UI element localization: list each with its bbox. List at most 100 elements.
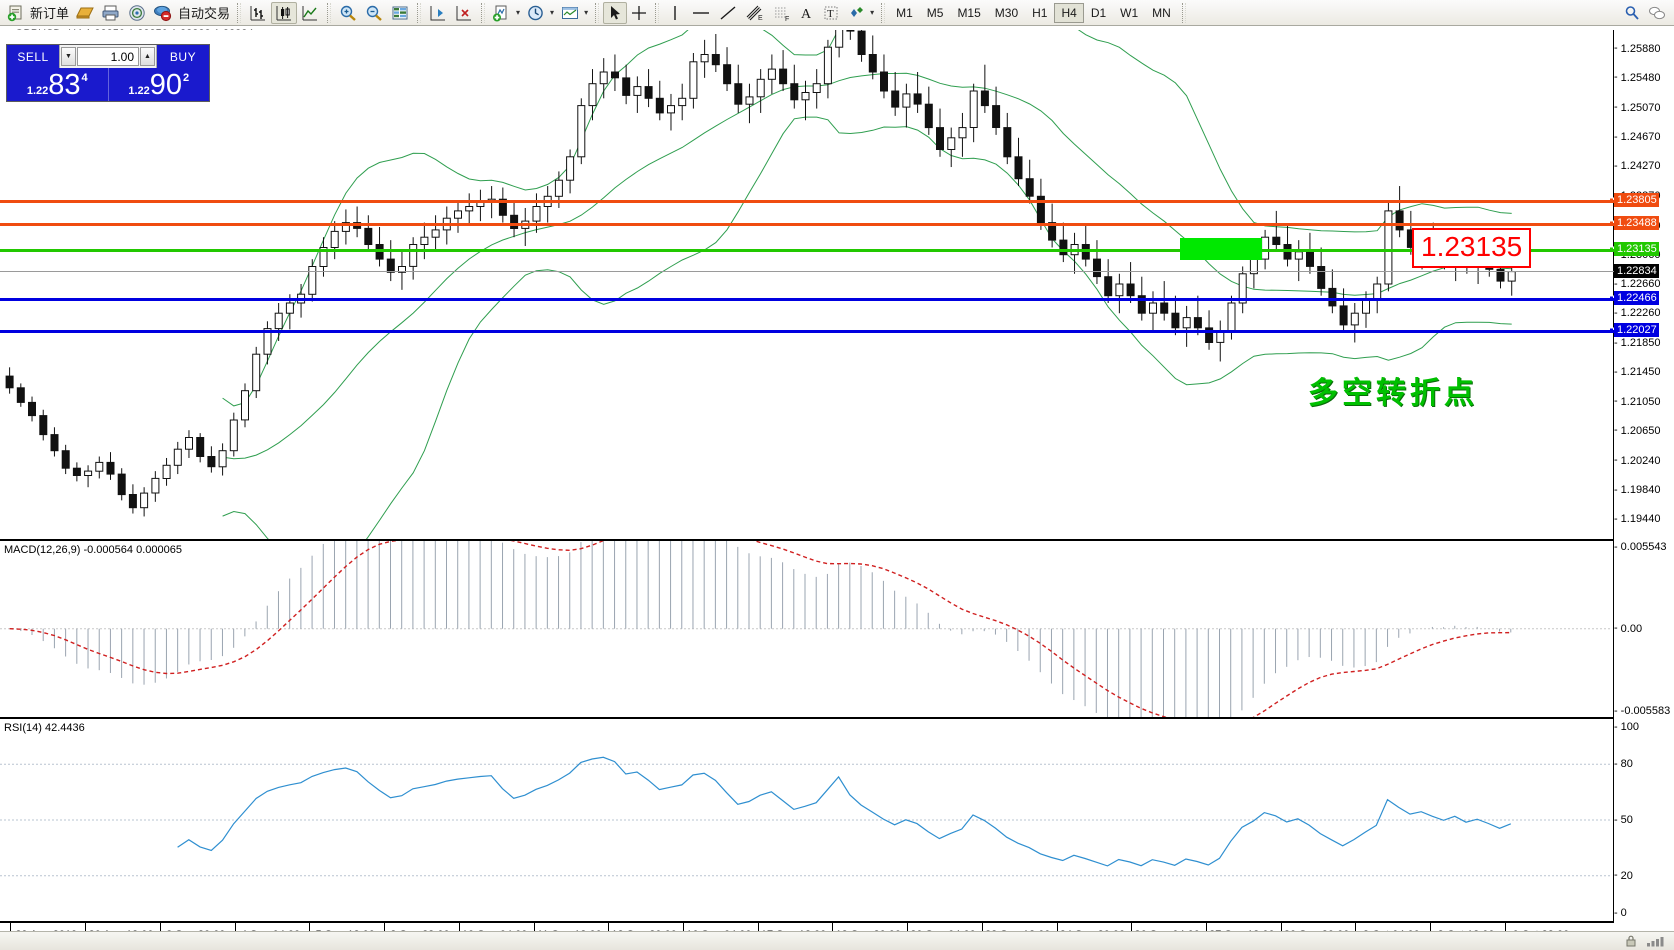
- period-button[interactable]: ▾: [523, 2, 557, 24]
- time-separator: [832, 923, 834, 931]
- chinese-annotation[interactable]: 多空转折点: [1308, 376, 1478, 411]
- one-click-trading-panel[interactable]: SELL ▼ 1.00 ▲ BUY 1.22 83 4 1.22 90 2: [6, 44, 210, 102]
- timeframe-m15-button[interactable]: M15: [957, 5, 981, 20]
- objects-icon: [851, 6, 864, 17]
- equidistant-channel-button[interactable]: E: [741, 2, 769, 24]
- timeframe-w1-button[interactable]: W1: [1120, 5, 1139, 20]
- macd-pane[interactable]: MACD(12,26,9) -0.000564 0.000065: [0, 540, 1614, 718]
- new-order-icon: [7, 5, 22, 21]
- toolbar-separator-7: [881, 2, 886, 23]
- chart-shift-button[interactable]: [451, 2, 477, 24]
- horizontal-line-button[interactable]: [687, 2, 715, 24]
- level-price-label[interactable]: 1.23805: [1614, 193, 1659, 208]
- volume-decrement-button[interactable]: ▼: [61, 47, 76, 66]
- buy-button[interactable]: BUY: [157, 45, 209, 68]
- vertical-line-button[interactable]: [663, 2, 687, 24]
- print-button[interactable]: [98, 2, 124, 24]
- sell-price-pipette: 4: [81, 72, 88, 84]
- search-button[interactable]: [1620, 2, 1644, 24]
- price-callout[interactable]: 1.23135: [1412, 228, 1532, 269]
- rsi-tick-label: 0: [1620, 907, 1627, 919]
- indicators-caret-icon[interactable]: ▾: [516, 8, 521, 17]
- price-chart-pane[interactable]: [0, 30, 1614, 540]
- auto-trading-button[interactable]: 自动交易: [150, 2, 233, 24]
- price-tick: -1.21450: [1614, 366, 1660, 378]
- level-line[interactable]: [0, 200, 1614, 204]
- timeframe-d1-button[interactable]: D1: [1090, 5, 1107, 20]
- level-price-label[interactable]: 1.23135: [1614, 242, 1659, 257]
- trendline-button[interactable]: [715, 2, 741, 24]
- new-order-button[interactable]: 新订单: [4, 2, 72, 24]
- signals-button[interactable]: [124, 2, 150, 24]
- timeframe-h4-button[interactable]: H4: [1054, 2, 1084, 23]
- sell-price-big: 83: [48, 69, 81, 101]
- text-label-button[interactable]: T: [819, 2, 843, 24]
- price-axis[interactable]: -1.25880-1.25480-1.25070-1.24670-1.24270…: [1614, 30, 1674, 540]
- trendline-icon: [720, 5, 736, 20]
- rsi-tick-label: 20: [1620, 869, 1633, 882]
- network-icon: [1647, 936, 1664, 946]
- rsi-tick: -100: [1614, 721, 1639, 733]
- highlight-zone[interactable]: [1180, 238, 1262, 261]
- cursor-button[interactable]: [603, 1, 628, 24]
- crosshair-button[interactable]: [627, 2, 651, 24]
- toolbar-separator-5: [595, 2, 600, 23]
- new-order-label: 新订单: [30, 6, 70, 21]
- tick-dash: -: [1614, 540, 1618, 553]
- level-line[interactable]: [0, 223, 1614, 227]
- timeframe-m1-button[interactable]: M1: [896, 5, 913, 20]
- macd-tick: -0.00: [1614, 623, 1642, 635]
- buy-price-cell[interactable]: 1.22 90 2: [107, 68, 209, 101]
- price-tick-label: 1.25880: [1620, 42, 1661, 55]
- level-line[interactable]: [0, 249, 1614, 253]
- timeframe-mn-button[interactable]: MN: [1152, 5, 1171, 20]
- bar-chart-button[interactable]: [245, 2, 271, 24]
- rsi-tick: -0: [1614, 907, 1627, 919]
- tick-dash: -: [1614, 813, 1618, 826]
- rsi-pane[interactable]: RSI(14) 42.4436: [0, 718, 1614, 922]
- volume-input[interactable]: 1.00: [77, 47, 139, 66]
- level-price-label[interactable]: 1.23488: [1614, 216, 1659, 231]
- objects-button[interactable]: ▾: [843, 2, 877, 24]
- svg-text:E: E: [758, 15, 763, 22]
- chat-button[interactable]: [1644, 2, 1670, 24]
- timeframe-m30-button[interactable]: M30: [994, 5, 1019, 20]
- level-price-label[interactable]: 1.22027: [1614, 323, 1659, 338]
- level-line[interactable]: [0, 298, 1614, 302]
- last-price-line: [0, 271, 1614, 273]
- profile-button[interactable]: [72, 2, 98, 24]
- rsi-tick-label: 100: [1620, 721, 1640, 733]
- sell-price-cell[interactable]: 1.22 83 4: [7, 68, 108, 101]
- data-window-button[interactable]: [387, 2, 413, 24]
- period-caret-icon[interactable]: ▾: [550, 8, 555, 17]
- zoom-in-button[interactable]: [335, 2, 361, 24]
- templates-caret-icon[interactable]: ▾: [584, 8, 589, 17]
- candlestick-chart-button[interactable]: [271, 1, 298, 24]
- templates-button[interactable]: ▾: [557, 2, 591, 24]
- macd-axis[interactable]: -0.005543-0.00- -0.005583: [1614, 540, 1674, 718]
- volume-increment-button[interactable]: ▲: [140, 47, 155, 66]
- zoom-out-icon: [366, 5, 382, 21]
- text-button[interactable]: A: [795, 2, 819, 24]
- indicators-button[interactable]: ▾: [489, 2, 523, 24]
- rsi-axis[interactable]: -100-80-50-20-0: [1614, 718, 1674, 922]
- fibonacci-button[interactable]: F: [769, 2, 795, 24]
- candlestick-icon: [276, 5, 292, 20]
- sell-price-base: 1.22: [26, 85, 49, 97]
- auto-scroll-button[interactable]: [425, 2, 451, 24]
- level-line[interactable]: [0, 330, 1614, 334]
- rsi-label: RSI(14) 42.4436: [4, 722, 85, 734]
- objects-caret-icon[interactable]: ▾: [870, 8, 875, 17]
- zoom-out-button[interactable]: [361, 2, 387, 24]
- volume-control[interactable]: ▼ 1.00 ▲: [59, 45, 157, 68]
- timeframe-h1-button[interactable]: H1: [1032, 5, 1048, 20]
- level-price-label[interactable]: 1.22466: [1614, 291, 1659, 306]
- price-tick-label: 1.21850: [1620, 337, 1661, 350]
- timeframe-m5-button[interactable]: M5: [926, 5, 944, 20]
- price-tick: -1.25880: [1614, 43, 1660, 55]
- tick-dash: -: [1614, 159, 1618, 172]
- line-chart-button[interactable]: [297, 2, 323, 24]
- tick-dash: -: [1614, 336, 1618, 349]
- templates-icon: [562, 6, 579, 19]
- sell-button[interactable]: SELL: [7, 45, 59, 68]
